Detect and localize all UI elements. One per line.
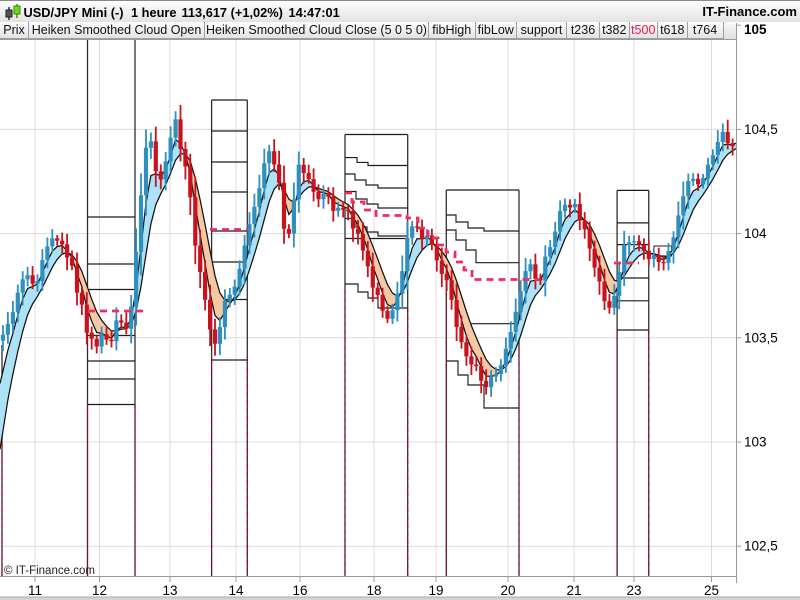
- svg-text:16: 16: [292, 583, 307, 598]
- svg-text:103,5: 103,5: [744, 330, 778, 345]
- svg-text:104: 104: [744, 226, 767, 241]
- svg-text:103: 103: [744, 435, 767, 450]
- svg-text:12: 12: [92, 583, 107, 598]
- svg-text:19: 19: [428, 583, 443, 598]
- svg-text:102,5: 102,5: [744, 539, 778, 554]
- svg-text:14: 14: [228, 583, 244, 598]
- svg-text:11: 11: [28, 583, 42, 598]
- svg-text:104,5: 104,5: [744, 122, 778, 137]
- svg-text:25: 25: [704, 583, 719, 598]
- svg-text:21: 21: [566, 583, 581, 598]
- svg-text:23: 23: [626, 583, 641, 598]
- svg-text:20: 20: [500, 583, 515, 598]
- svg-text:13: 13: [162, 583, 177, 598]
- svg-text:© IT-Finance.com: © IT-Finance.com: [4, 565, 95, 577]
- svg-text:18: 18: [366, 583, 381, 598]
- svg-text:105: 105: [744, 22, 767, 37]
